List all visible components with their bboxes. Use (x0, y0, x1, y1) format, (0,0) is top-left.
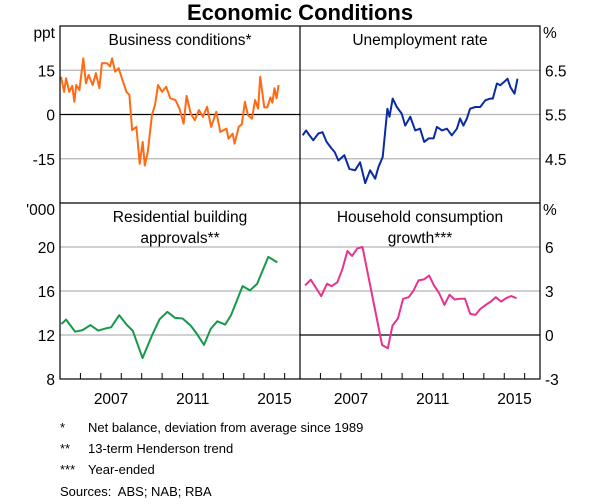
y-tick-label: 15 (38, 63, 55, 80)
y-tick-label: 6.5 (545, 63, 567, 80)
y-tick-label: -15 (33, 152, 55, 169)
panel-title: Residential building (113, 209, 247, 226)
footnote-mark: * (60, 420, 65, 435)
y-tick-label: 6 (545, 240, 554, 257)
panel-3: 20 16 12 8 '000 Residential building approvals… (26, 202, 300, 408)
footnote-text: Net balance, deviation from average sinc… (88, 420, 363, 435)
series-line (60, 255, 278, 360)
y-tick-label: 0 (46, 108, 55, 125)
footnote-mark: ** (60, 441, 70, 456)
unit-label: % (543, 202, 557, 219)
panel-title: Unemployment rate (352, 32, 487, 49)
x-tick-label: 2007 (334, 391, 368, 408)
series-line (60, 57, 280, 167)
y-tick-label: 5.5 (545, 108, 567, 125)
sources: Sources: ABS; NAB; RBA (60, 484, 212, 499)
footnotes: * Net balance, deviation from average sin… (60, 420, 363, 499)
chart-title: Economic Conditions (187, 0, 413, 25)
y-tick-label: 4.5 (545, 152, 567, 169)
y-tick-label: 20 (38, 240, 56, 257)
panel-title: approvals** (140, 230, 219, 247)
series-line (304, 246, 517, 350)
y-tick-label: 12 (38, 328, 55, 345)
footnote-text: 13-term Henderson trend (88, 441, 233, 456)
panel-title: Household consumption (337, 209, 503, 226)
unit-label: % (543, 25, 557, 42)
x-tick-label: 2011 (176, 391, 209, 408)
unit-label: ppt (33, 25, 55, 42)
unit-label: '000 (26, 202, 55, 219)
panel-1: 15 0 -15 ppt Business conditions* (33, 25, 300, 169)
footnote-mark: *** (60, 462, 75, 477)
y-tick-label: 16 (38, 284, 55, 301)
x-tick-label: 2015 (497, 391, 531, 408)
y-tick-label: 8 (46, 372, 55, 389)
x-tick-label: 2007 (94, 391, 128, 408)
x-tick-label: 2011 (416, 391, 449, 408)
series-line (301, 77, 519, 185)
y-tick-label: 3 (545, 284, 554, 301)
panel-title: growth*** (388, 230, 453, 247)
y-tick-label: -3 (545, 372, 559, 389)
panel-4: 6 3 0 -3% Household consumption growth*** 2007… (300, 202, 559, 408)
chart-frame (59, 25, 541, 380)
x-tick-label: 2015 (257, 391, 291, 408)
footnote-text: Year-ended (88, 462, 155, 477)
panel-2: 6.5 5.5 4.5% Unemployment rate (300, 25, 567, 185)
y-tick-label: 0 (545, 328, 554, 345)
panel-title: Business conditions* (108, 32, 251, 49)
